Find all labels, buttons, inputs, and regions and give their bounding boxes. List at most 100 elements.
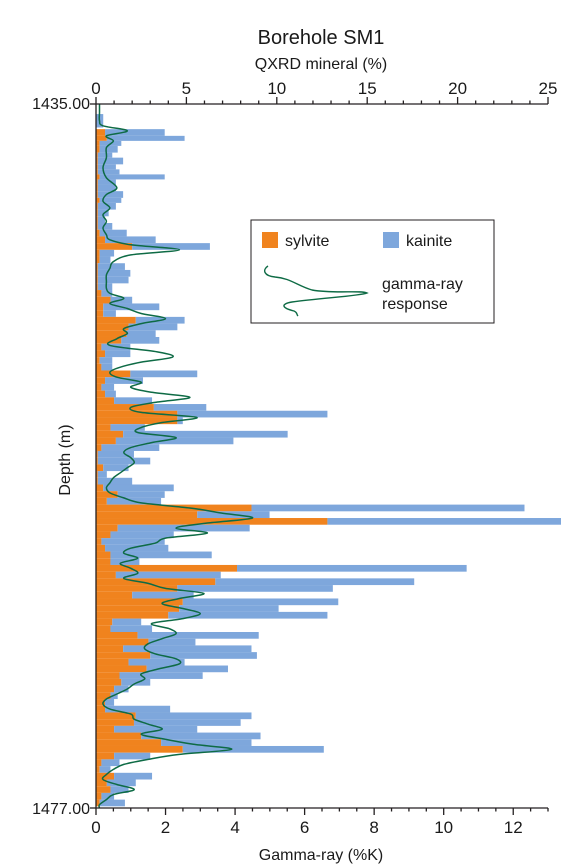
sylvite-bar [96,672,120,679]
legend-sylvite-swatch [262,232,278,248]
sylvite-bar [96,692,111,700]
kainite-bar [97,202,116,210]
sylvite-bar [96,397,115,405]
sylvite-bar [96,558,111,565]
top-axis-tick-label: 0 [91,79,100,98]
kainite-bar [97,184,116,192]
bottom-axis-tick-label: 6 [300,818,309,837]
kainite-bar [121,678,151,686]
bottom-axis-tick-label: 8 [369,818,378,837]
sylvite-bar [96,551,111,559]
kainite-bar [101,759,120,767]
kainite-bar [123,645,252,653]
sylvite-bar [96,598,183,606]
sylvite-bar [96,216,98,224]
top-axis-label: QXRD mineral (%) [255,56,387,73]
sylvite-bar [96,585,178,592]
top-axis-tick-label: 5 [182,79,191,98]
sylvite-bar [96,531,111,539]
sylvite-bar [96,652,151,659]
kainite-bar [137,632,259,639]
sylvite-bar [96,164,98,170]
sylvite-bar [96,350,106,358]
sylvite-bar [96,377,106,384]
kainite-bar [99,229,127,237]
kainite-bar [146,665,228,673]
sylvite-bar [96,484,104,492]
kainite-bar [237,564,467,572]
sylvite-bar [96,792,102,800]
sylvite-bar [96,202,98,210]
gamma-ray-series-line [98,104,254,809]
kainite-bar [110,531,174,539]
kainite-bar [117,491,165,498]
kainite-bar [99,357,113,364]
kainite-bar [114,685,129,693]
kainite-bar [114,752,151,760]
kainite-bar [114,397,153,405]
kainite-bar [177,585,333,592]
sylvite-bar [96,786,111,793]
sylvite-bar [96,336,122,344]
sylvite-bar [96,197,100,203]
kainite-bar [123,430,288,438]
sylvite-bar [96,712,136,720]
sylvite-bar [96,444,102,451]
sylvite-bar [96,249,100,257]
kainite-bar [99,249,115,257]
kainite-bar [97,276,129,284]
kainite-bar [97,269,131,277]
kainite-bar [126,330,156,337]
sylvite-bar [96,719,134,726]
kainite-bar [251,504,525,512]
sylvite-bar [96,591,133,599]
legend-kainite-label: kainite [406,233,452,250]
sylvite-bar [96,129,106,136]
sylvite-bar [96,745,183,753]
sylvite-bar [96,725,115,733]
sylvite-bar [96,611,169,619]
kainite-bar [101,792,115,800]
sylvite-bar [96,699,106,706]
sylvite-bar [96,477,98,485]
kainite-bar [141,732,261,740]
sylvite-bar [96,243,133,250]
kainite-bar [97,164,116,170]
sylvite-bar [96,263,98,270]
kainite-bar [97,191,124,198]
sylvite-bar [96,145,100,153]
kainite-bar [110,625,153,632]
sylvite-bar [96,209,98,217]
kainite-bar [103,310,116,317]
kainite-bar [168,611,328,619]
sylvite-bar [96,491,118,498]
sylvite-bar [96,799,100,807]
kainite-bar [135,712,252,720]
kainite-bar [101,383,115,391]
kainite-bar [99,145,118,153]
sylvite-bar [96,518,328,525]
legend-gamma-label-line2: response [382,296,448,313]
top-axis-tick-label: 20 [448,79,467,98]
kainite-bar [132,591,194,599]
sylvite-bar [96,140,100,146]
sylvite-bar [96,605,180,612]
sylvite-bar [96,665,147,673]
kainite-bar [132,243,210,250]
sylvite-bar [96,538,102,545]
bottom-axis-tick-label: 12 [504,818,523,837]
sylvite-bar [96,450,98,458]
kainite-bar [97,450,134,458]
kainite-bar [112,618,142,626]
legend-kainite-swatch [383,232,399,248]
kainite-bar [103,303,160,311]
sylvite-bar [96,390,106,398]
sylvite-bar [96,471,98,478]
sylvite-bar [96,157,98,165]
kainite-bar [115,571,221,579]
legend-sylvite-label: sylvite [285,233,330,250]
sylvite-bar [96,174,100,180]
top-axis-tick-label: 25 [539,79,558,98]
bottom-axis-tick-label: 0 [91,818,100,837]
